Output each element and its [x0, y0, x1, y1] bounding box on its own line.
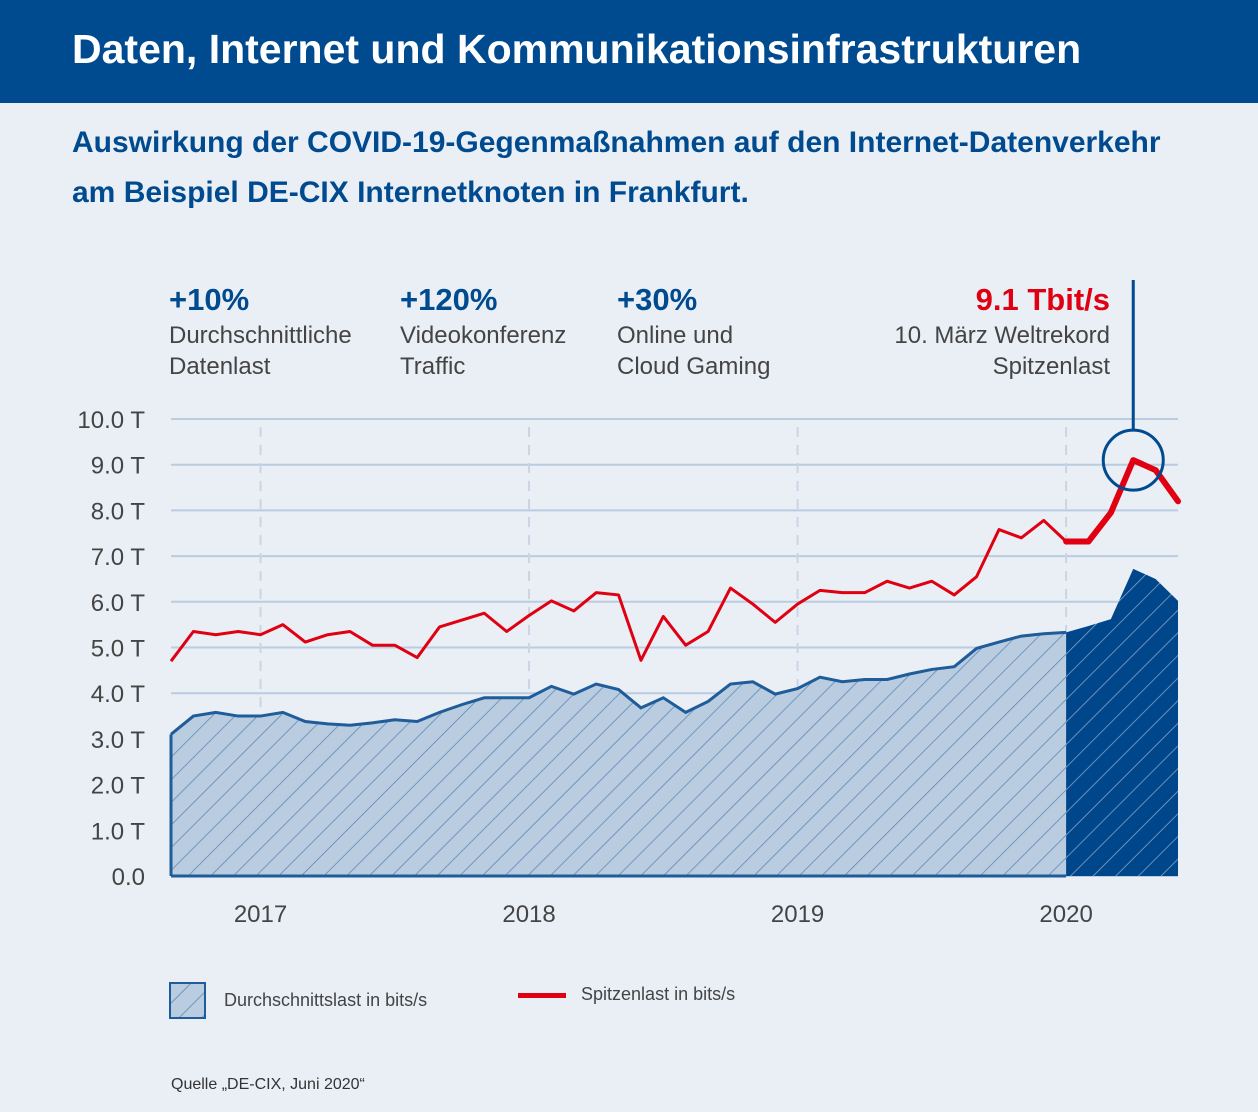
y-tick-label: 10.0 T	[77, 407, 145, 434]
annotation-record: 9.1 Tbit/s 10. März Weltrekord Spitzenlast	[894, 280, 1110, 382]
annotation-value: +30%	[617, 282, 698, 317]
subtitle: Auswirkung der COVID-19-Gegenmaßnahmen a…	[72, 126, 1161, 209]
annotation-label: Cloud Gaming	[617, 353, 771, 380]
legend-label: Spitzenlast in bits/s	[581, 984, 736, 1004]
x-tick-label: 2019	[771, 901, 824, 928]
y-tick-label: 3.0 T	[91, 727, 146, 754]
source-note: Quelle „DE-CIX, Juni 2020“	[171, 1076, 365, 1093]
annotation-label: Online und	[617, 322, 734, 349]
annotation-label: Datenlast	[169, 353, 271, 380]
legend-average: Durchschnittslast in bits/s	[169, 982, 427, 1020]
legend-swatch-average	[169, 982, 206, 1019]
average-area-highlight	[1066, 568, 1178, 876]
annotation-label: Spitzenlast	[992, 353, 1110, 380]
peak-line	[169, 518, 1068, 663]
x-tick-label: 2018	[502, 901, 555, 928]
average-area	[171, 632, 1067, 876]
annotation-gaming: +30% Online und Cloud Gaming	[617, 280, 770, 382]
annotation-value: 9.1 Tbit/s	[975, 282, 1110, 317]
annotation-label: 10. März Weltrekord	[894, 322, 1110, 349]
y-tick-label: 7.0 T	[91, 544, 146, 571]
y-tick-label: 5.0 T	[91, 636, 146, 663]
x-tick-label: 2020	[1039, 901, 1092, 928]
x-tick-label: 2017	[234, 901, 287, 928]
legend-swatch-peak	[518, 992, 566, 998]
annotation-average: +10% Durchschnittliche Datenlast	[169, 280, 352, 382]
y-tick-label: 0.0	[112, 864, 145, 891]
annotation-label: Traffic	[400, 353, 466, 380]
y-tick-label: 8.0 T	[91, 498, 146, 525]
y-tick-label: 4.0 T	[91, 681, 146, 708]
annotation-label: Videokonferenz	[400, 322, 567, 349]
annotation-label: Durchschnittliche	[169, 322, 352, 349]
annotation-value: +120%	[400, 282, 498, 317]
y-tick-label: 6.0 T	[91, 590, 146, 617]
average-line	[170, 630, 1067, 736]
header: Daten, Internet und Kommunikationsinfras…	[0, 0, 1258, 103]
annotation-video: +120% Videokonferenz Traffic	[400, 280, 566, 382]
y-tick-label: 2.0 T	[91, 773, 146, 800]
legend-label: Durchschnittslast in bits/s	[224, 989, 428, 1010]
header-title: Daten, Internet und Kommunikationsinfras…	[72, 26, 1082, 72]
y-tick-label: 9.0 T	[91, 453, 146, 480]
annotation-value: +10%	[169, 282, 250, 317]
y-tick-label: 1.0 T	[91, 818, 146, 845]
legend-peak: Spitzenlast in bits/s	[518, 984, 735, 1005]
